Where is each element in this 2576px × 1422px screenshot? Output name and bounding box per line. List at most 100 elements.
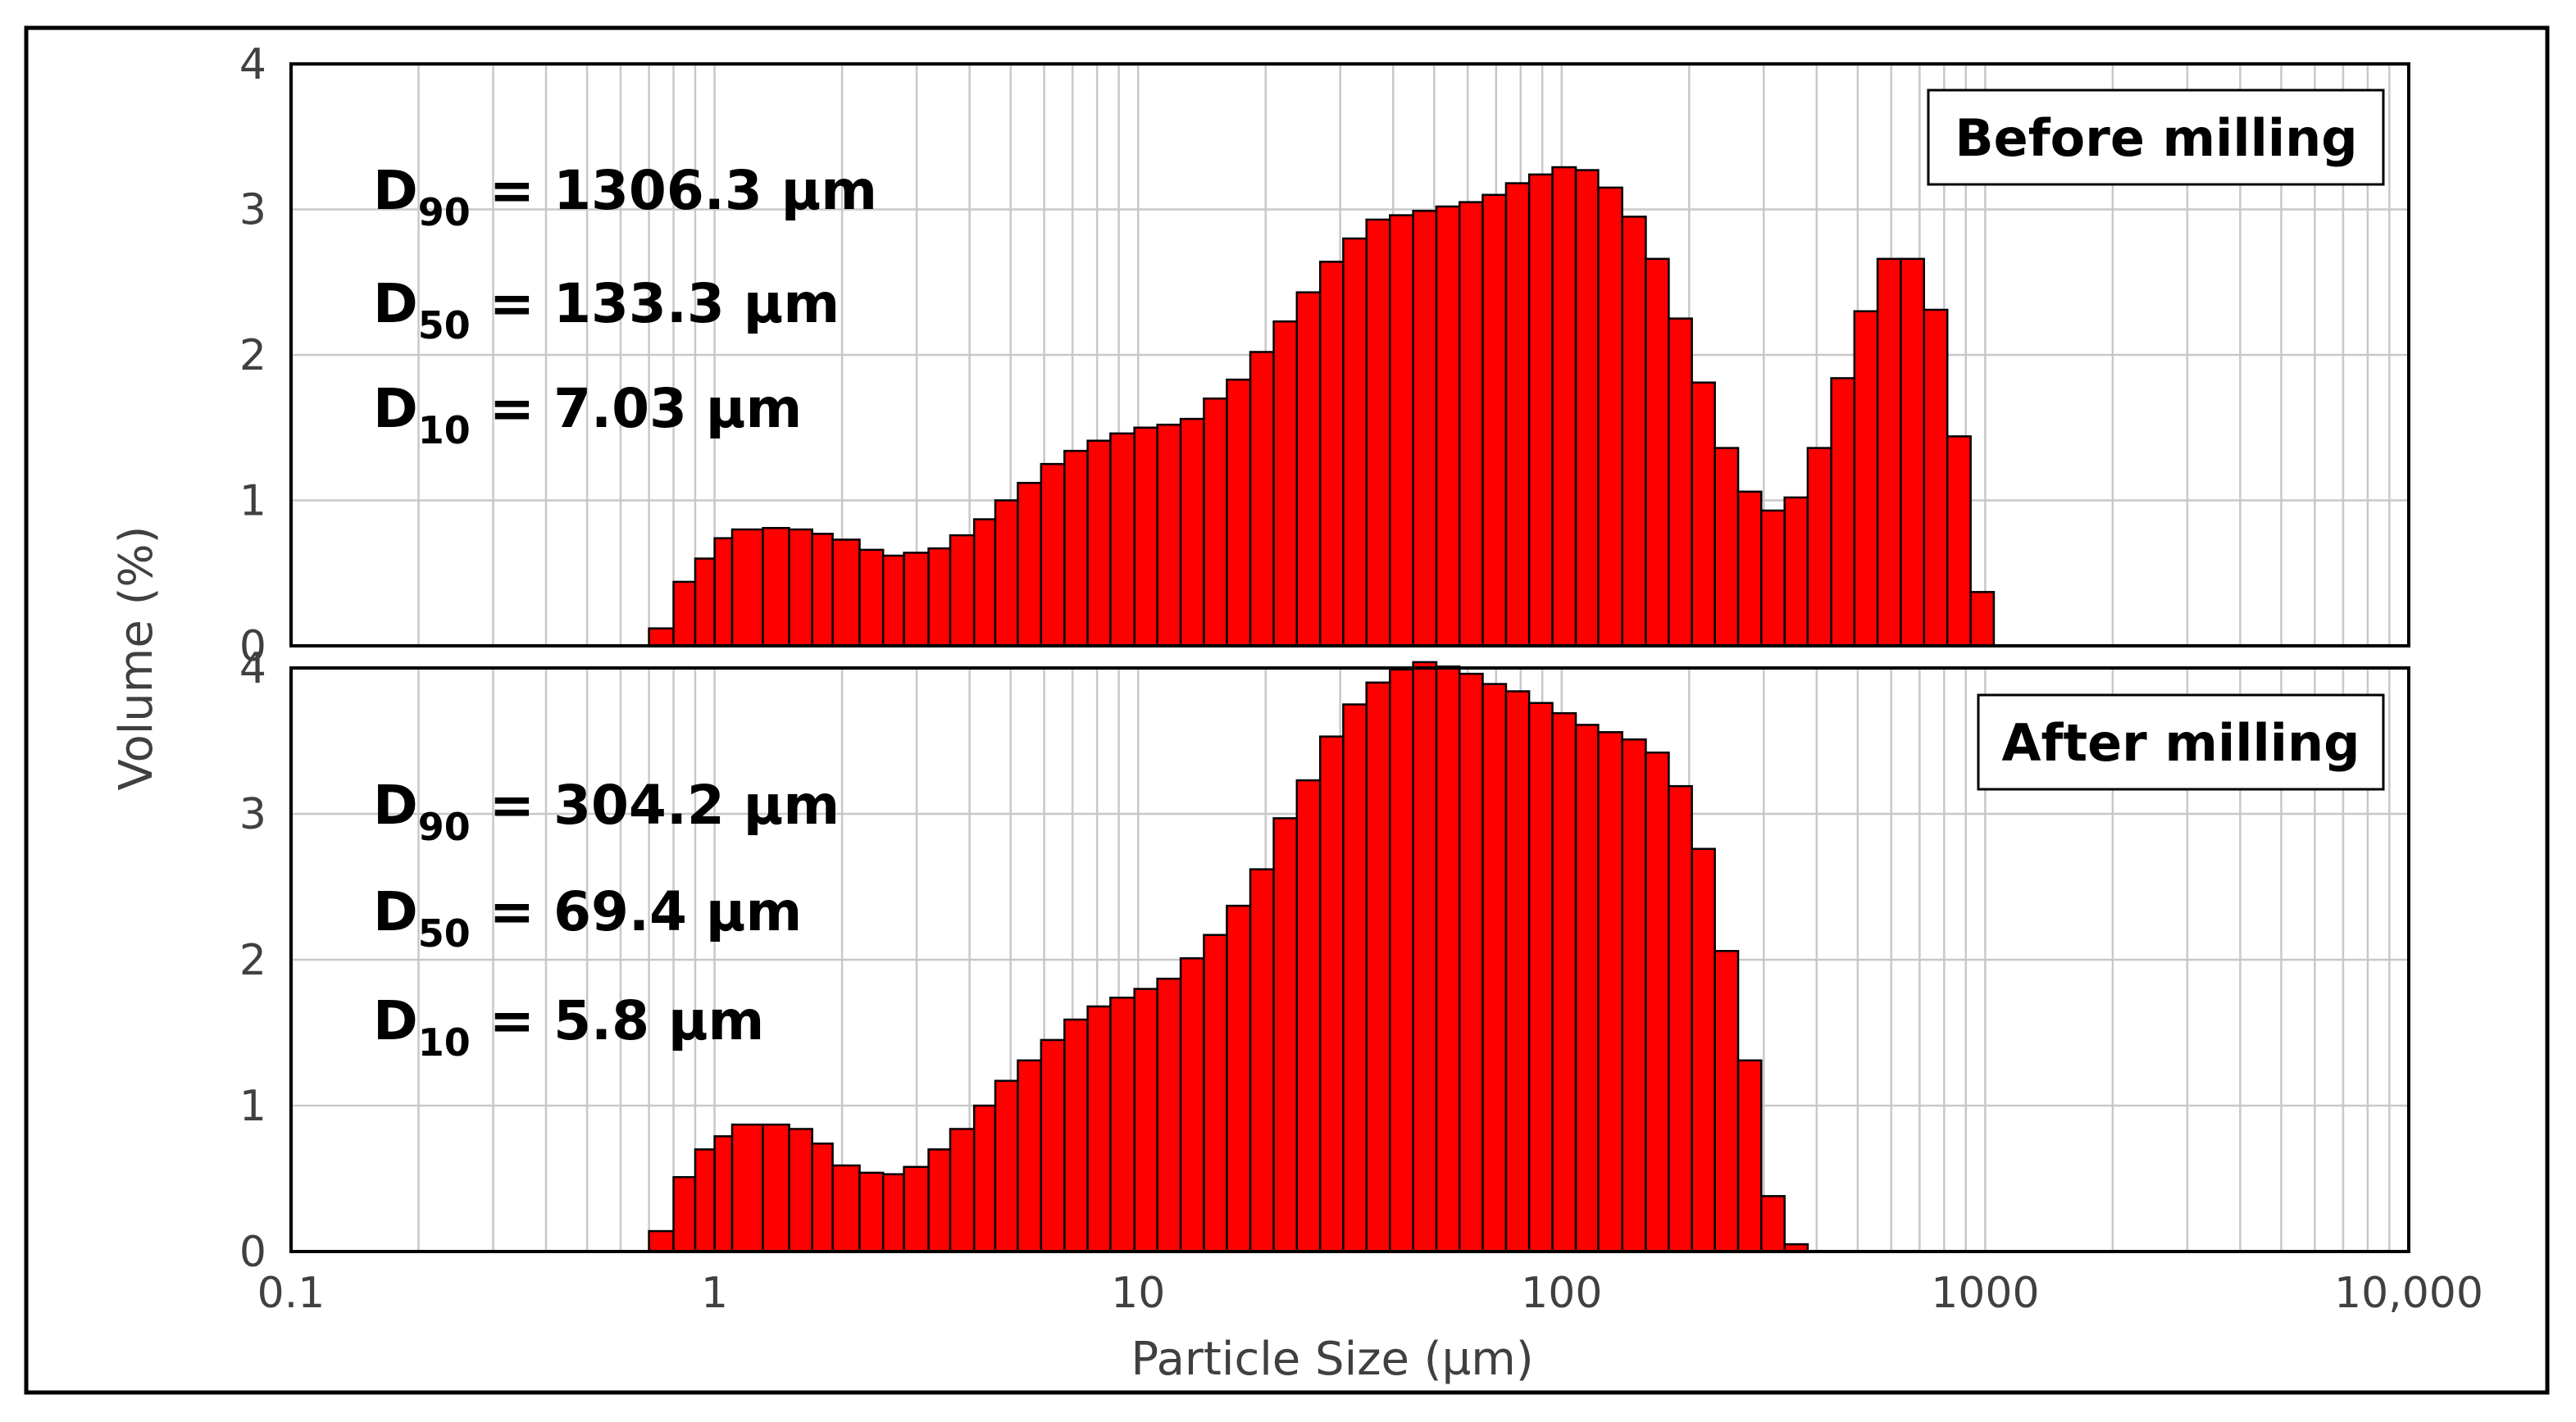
x-tick-label: 0.1 — [257, 1269, 325, 1318]
histogram-bar — [1063, 1018, 1089, 1253]
x-tick-label: 10 — [1111, 1269, 1165, 1318]
histogram-bar — [994, 1079, 1019, 1253]
histogram-bar — [1668, 784, 1693, 1253]
histogram-bar — [1504, 690, 1531, 1253]
histogram-bar — [1133, 988, 1158, 1253]
histogram-bar — [811, 533, 834, 647]
stat-d50-before: D50 = 133.3 µm — [373, 272, 840, 348]
legend-box-before — [1927, 89, 2385, 186]
histogram-bar — [1086, 1005, 1112, 1253]
bars-before — [648, 166, 1996, 647]
histogram-bar — [1040, 462, 1066, 647]
legend-label-before: Before milling — [1955, 108, 2357, 168]
histogram-bar — [1133, 426, 1158, 647]
histogram-bar — [1249, 868, 1275, 1253]
histogram-bar — [1551, 711, 1577, 1253]
histogram-bar — [1900, 257, 1926, 647]
histogram-bar — [1946, 435, 1972, 647]
histogram-bar — [1203, 934, 1228, 1253]
histogram-bar — [1459, 201, 1484, 647]
panel-before-milling: Before milling D90 = 1306.3 µm D50 = 133… — [289, 62, 2410, 647]
y-tick-label: 4 — [239, 644, 266, 693]
histogram-bar — [1435, 665, 1461, 1253]
histogram-bar — [1504, 182, 1531, 647]
histogram-bar — [831, 538, 861, 647]
panel-after-milling: After milling D90 = 304.2 µm D50 = 69.4 … — [289, 661, 2410, 1253]
histogram-bar — [994, 499, 1019, 647]
histogram-bar — [1830, 377, 1856, 647]
histogram-bar — [1179, 417, 1205, 647]
histogram-bar — [1645, 751, 1670, 1253]
histogram-bar — [672, 1175, 697, 1253]
histogram-bar — [1226, 904, 1252, 1253]
histogram-bar — [1621, 738, 1647, 1253]
histogram-bar — [1017, 1059, 1043, 1253]
histogram-bar — [1551, 166, 1577, 647]
stat-d10-after: D10 = 5.8 µm — [373, 989, 764, 1065]
legend-box-after — [1977, 693, 2385, 791]
stat-d90-after: D90 = 304.2 µm — [373, 774, 840, 849]
y-tick-label: 3 — [239, 186, 266, 235]
y-tick-label: 0 — [239, 1228, 266, 1277]
histogram-bar — [1691, 381, 1716, 647]
histogram-bar — [1342, 703, 1368, 1253]
histogram-bar — [1318, 735, 1345, 1253]
x-axis-title: Particle Size (µm) — [1131, 1333, 1533, 1386]
histogram-bar — [1645, 257, 1670, 647]
histogram-bar — [1760, 1195, 1786, 1253]
histogram-bar — [1597, 731, 1623, 1253]
histogram-bar — [1574, 169, 1600, 647]
histogram-bar — [762, 526, 790, 647]
histogram-bar — [1527, 702, 1554, 1253]
bars-after — [648, 661, 1809, 1253]
histogram-bar — [1017, 481, 1043, 647]
histogram-bar — [1806, 447, 1832, 647]
legend-label-after: After milling — [2002, 713, 2360, 773]
histogram-bar — [1923, 308, 1949, 647]
histogram-bar — [1389, 668, 1414, 1253]
histogram-bar — [1412, 210, 1438, 647]
histogram-bar — [1156, 977, 1182, 1253]
histogram-bar — [858, 1171, 885, 1253]
y-tick-label: 4 — [239, 40, 266, 89]
histogram-bar — [1156, 423, 1182, 647]
histogram-bar — [927, 547, 952, 647]
stat-d50-after: D50 = 69.4 µm — [373, 880, 802, 956]
histogram-bar — [1876, 257, 1902, 647]
y-tick-label: 1 — [239, 477, 266, 526]
histogram-bar — [788, 1128, 813, 1253]
histogram-bar — [1714, 447, 1740, 647]
x-tick-label: 1 — [701, 1269, 728, 1318]
histogram-bar — [1109, 997, 1136, 1253]
histogram-bar — [694, 557, 716, 647]
histogram-bar — [949, 1128, 976, 1253]
histogram-bar — [1040, 1038, 1066, 1253]
histogram-bar — [1086, 439, 1112, 647]
histogram-bar — [1412, 661, 1438, 1253]
histogram-bar — [1527, 173, 1554, 647]
histogram-bar — [1969, 591, 1996, 647]
histogram-bar — [881, 1173, 905, 1253]
histogram-bar — [1063, 449, 1089, 647]
histogram-bar — [903, 552, 930, 647]
histogram-bar — [1668, 317, 1693, 647]
histogram-bar — [1318, 261, 1345, 647]
histogram-bar — [949, 534, 976, 647]
histogram-bar — [1481, 683, 1508, 1253]
histogram-bar — [1295, 779, 1322, 1253]
histogram-bar — [1783, 496, 1809, 647]
histogram-bar — [730, 528, 764, 647]
histogram-bar — [972, 518, 997, 647]
x-tick-label: 1000 — [1931, 1269, 2039, 1318]
histogram-bar — [788, 528, 813, 647]
histogram-bar — [1481, 193, 1508, 647]
histogram-bar — [858, 548, 885, 647]
histogram-bar — [927, 1148, 952, 1253]
histogram-bar — [1272, 817, 1299, 1253]
histogram-bar — [1109, 432, 1136, 647]
histogram-bar — [1389, 214, 1414, 647]
histogram-bar — [762, 1123, 790, 1253]
histogram-bar — [1736, 1059, 1763, 1253]
y-tick-label: 0 — [239, 622, 266, 671]
